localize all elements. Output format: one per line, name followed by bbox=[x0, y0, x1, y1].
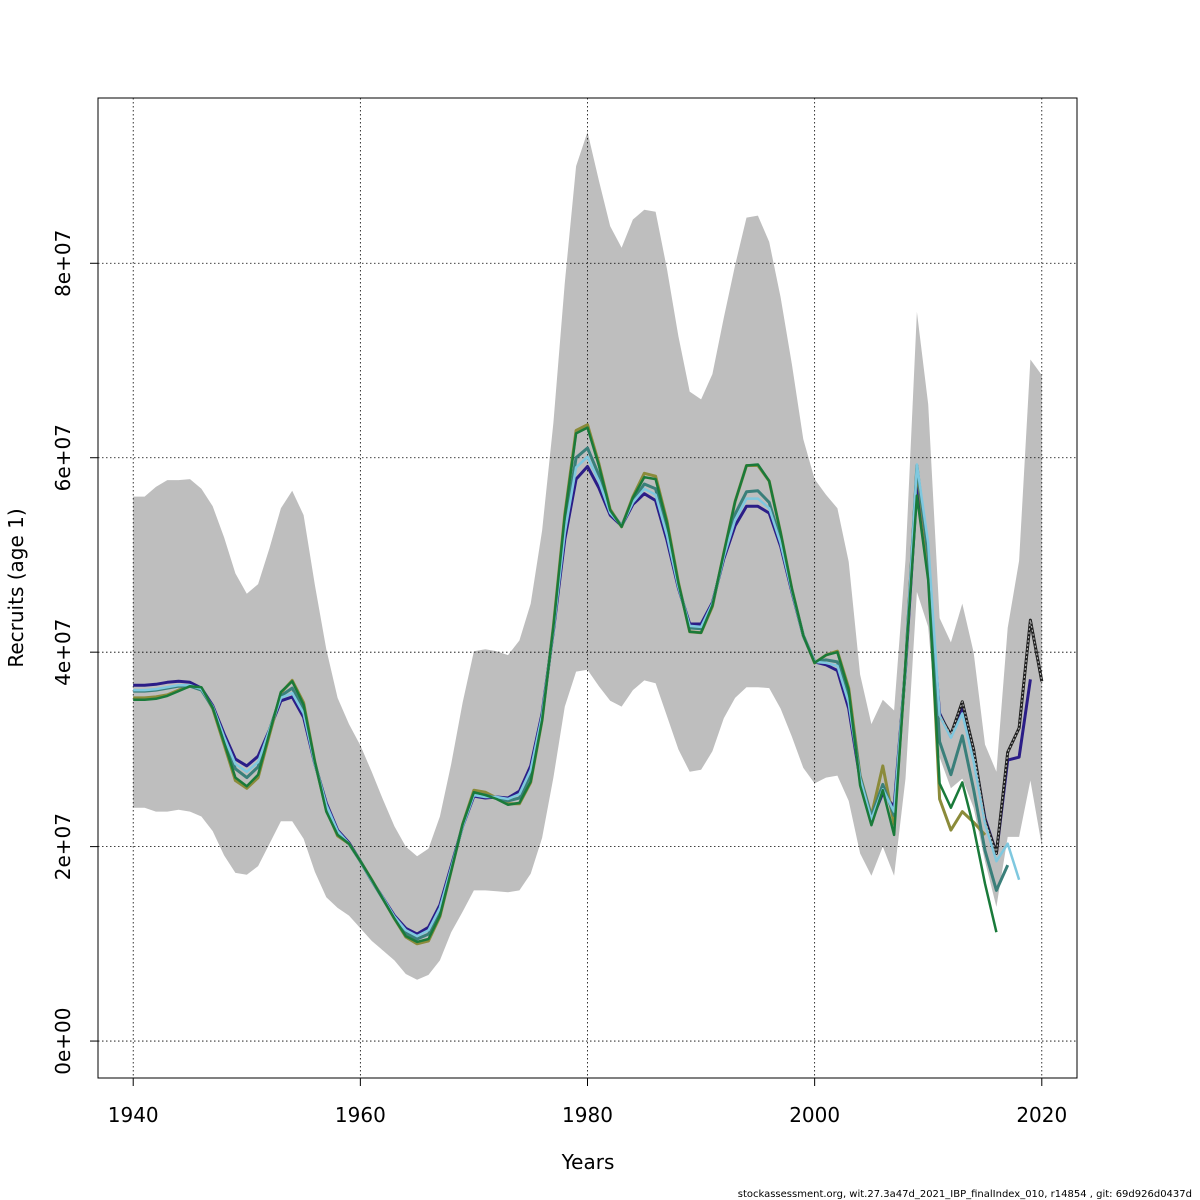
x-tick-label: 1940 bbox=[108, 1103, 159, 1127]
x-tick-label: 2020 bbox=[1016, 1103, 1067, 1127]
y-tick-label: 8e+07 bbox=[51, 230, 75, 297]
y-tick-label: 4e+07 bbox=[51, 619, 75, 686]
x-axis: 1940 1960 1980 2000 2020 bbox=[108, 1078, 1067, 1127]
x-axis-title: Years bbox=[561, 1150, 615, 1174]
series-line-4 bbox=[938, 618, 1044, 855]
x-tick-label: 1960 bbox=[335, 1103, 386, 1127]
y-tick-label: 6e+07 bbox=[51, 424, 75, 491]
y-axis: 0e+00 2e+07 4e+07 6e+07 8e+07 bbox=[51, 230, 98, 1075]
y-tick-label: 2e+07 bbox=[51, 813, 75, 880]
footer-credit: stockassessment.org, wit.27.3a47d_2021_I… bbox=[738, 1189, 1192, 1200]
x-tick-label: 2000 bbox=[789, 1103, 840, 1127]
confidence-band bbox=[133, 132, 1042, 980]
series-layer bbox=[133, 423, 1044, 946]
x-tick-label: 1980 bbox=[562, 1103, 613, 1127]
series-line-6 bbox=[133, 426, 998, 944]
confidence-band-layer bbox=[133, 132, 1042, 980]
y-tick-label: 0e+00 bbox=[51, 1007, 75, 1074]
series-line-5 bbox=[133, 455, 1021, 938]
y-axis-title: Recruits (age 1) bbox=[4, 508, 28, 667]
